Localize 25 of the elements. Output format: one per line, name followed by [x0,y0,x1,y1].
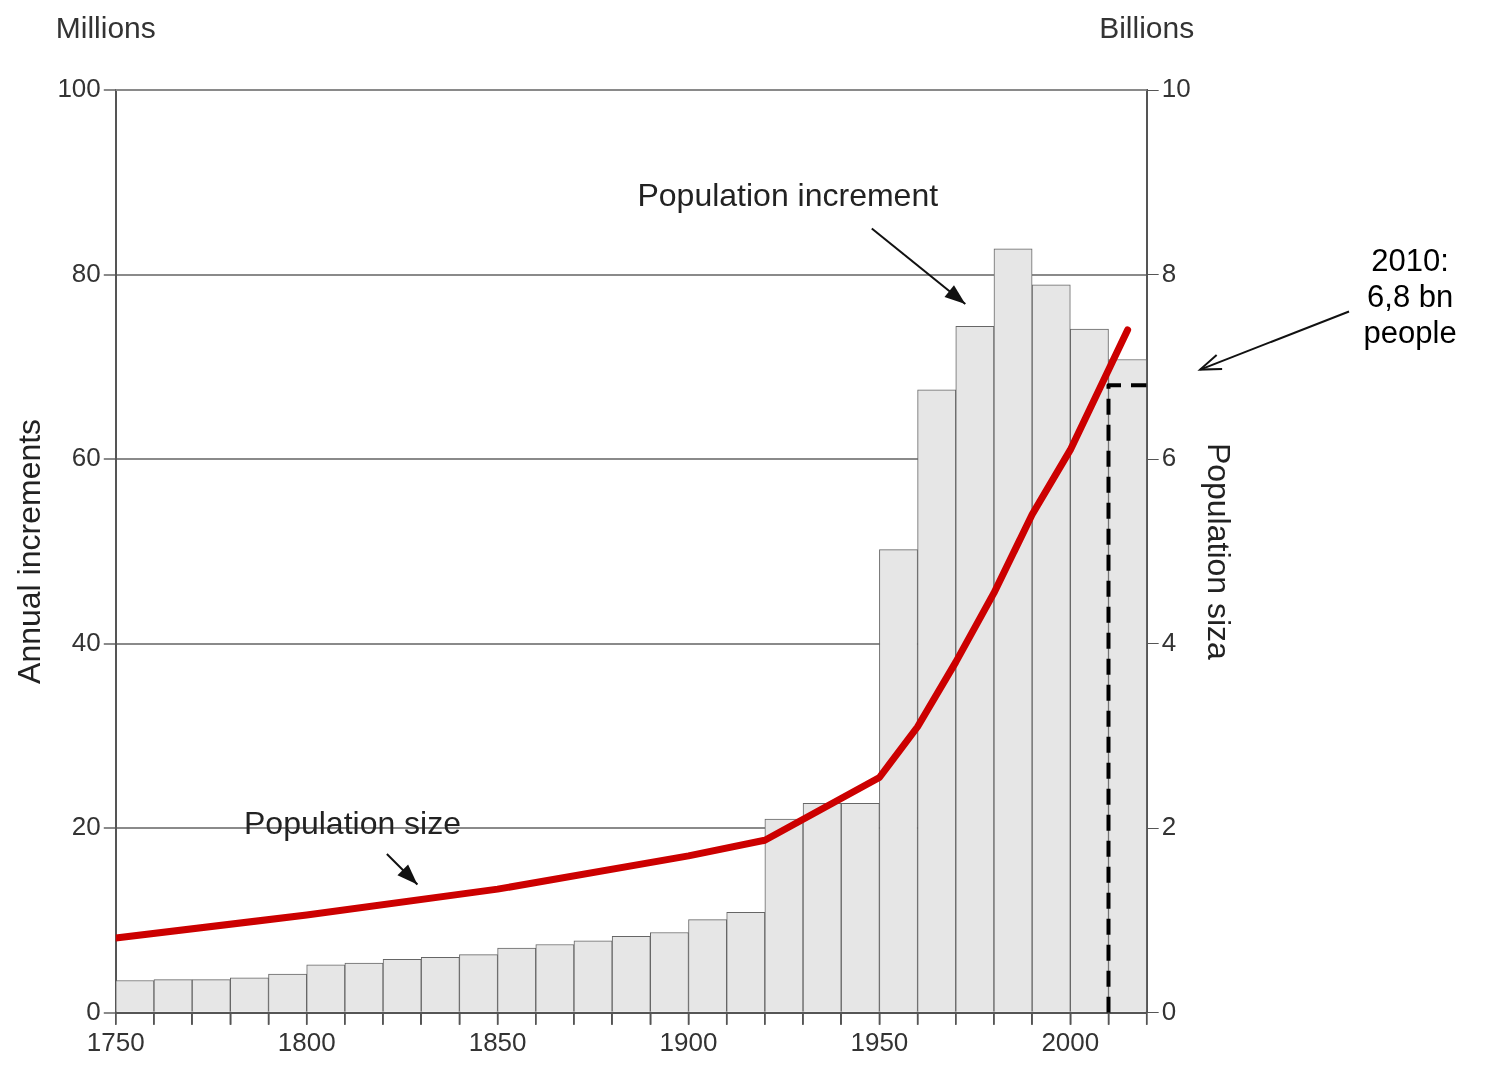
y-tick-label: 60 [71,442,101,473]
y2-tick-label: 4 [1161,626,1177,657]
text: 2010: 6,8 bn people [1363,243,1457,351]
y-tick-label: 80 [71,257,101,288]
y2-tick-label: 0 [1161,995,1177,1026]
annotation: Population size [243,805,462,842]
text: Billions [1099,11,1195,45]
x-tick-label: 2000 [1041,1026,1100,1057]
y-tick-label: 100 [57,73,101,104]
y2-tick-label: 8 [1161,257,1177,288]
x-tick-label: 1850 [468,1026,527,1057]
x-tick-label: 1900 [659,1026,718,1057]
y2-tick-label: 6 [1161,442,1177,473]
y2-tick-label: 2 [1161,811,1177,842]
x-tick-label: 1800 [277,1026,336,1057]
y-tick-label: 0 [86,995,101,1026]
y2-axis-title: Population siza [1200,442,1237,661]
x-tick-label: 1950 [850,1026,909,1057]
y2-tick-label: 10 [1161,73,1191,104]
x-tick-label: 1750 [86,1026,145,1057]
annotation: Population increment [637,176,939,213]
y-axis-title: Annual increments [11,418,48,684]
y-tick-label: 20 [71,811,101,842]
text: Millions [55,11,156,45]
y-tick-label: 40 [71,626,101,657]
